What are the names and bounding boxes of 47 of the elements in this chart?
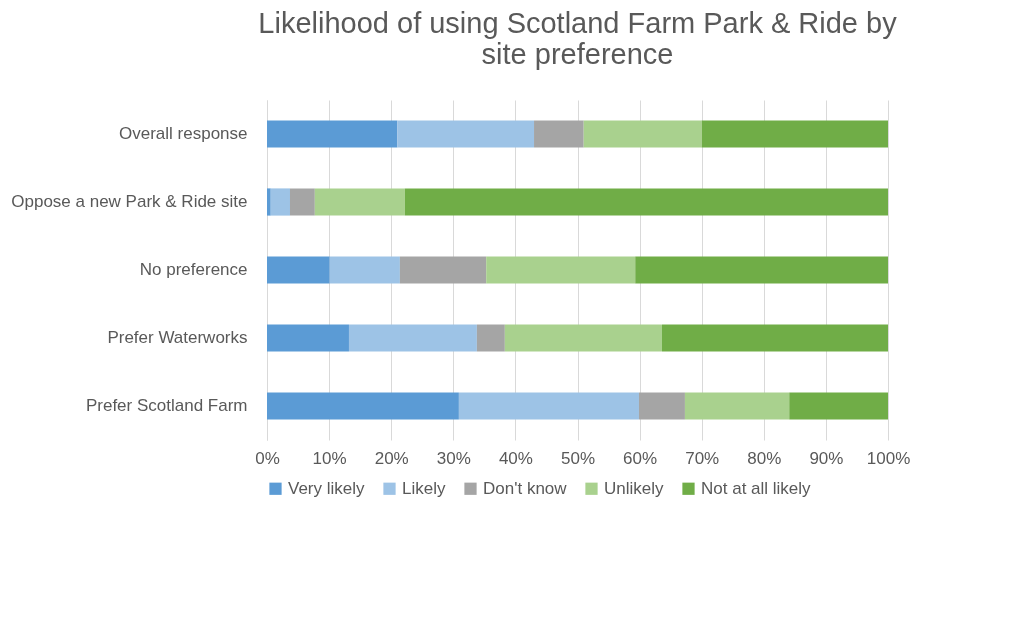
bar (789, 392, 888, 420)
x-tick-label: 80% (747, 448, 782, 468)
x-tick-label: 0% (255, 448, 280, 468)
x-tick-label: 60% (623, 448, 658, 468)
x-tick-label: 50% (560, 448, 596, 468)
bar (270, 188, 290, 216)
x-tick-label: 90% (809, 448, 844, 468)
legend-label: Not at all likely (701, 478, 812, 498)
bar (701, 120, 888, 148)
bar (267, 392, 459, 420)
legend-label: Don't know (483, 478, 568, 498)
bar (486, 256, 636, 284)
bar (661, 324, 888, 352)
bar (399, 256, 487, 284)
bar (476, 324, 505, 352)
bar (267, 120, 398, 148)
x-tick-label: 100% (866, 448, 911, 468)
bar (583, 120, 702, 148)
bar (289, 188, 315, 216)
legend-label: Very likely (288, 478, 366, 498)
bar (504, 324, 662, 352)
bar (635, 256, 888, 284)
bar (638, 392, 685, 420)
legend-label: Unlikely (604, 478, 665, 498)
y-tick-label: Prefer Waterworks (107, 328, 248, 347)
bar (404, 188, 888, 216)
bar (684, 392, 790, 420)
bar (267, 324, 349, 352)
y-tick-label: Oppose a new Park & Ride site (11, 192, 248, 211)
y-tick-label: No preference (139, 260, 248, 279)
bar (458, 392, 639, 420)
bar (267, 256, 330, 284)
y-tick-label: Prefer Scotland Farm (85, 396, 248, 415)
x-tick-label: 70% (685, 448, 720, 468)
bar (314, 188, 405, 216)
bar (534, 120, 584, 148)
bar (348, 324, 477, 352)
bar (397, 120, 535, 148)
chart-title: Likelihood of using Scotland Farm Park & Ride by site preference (258, 7, 898, 70)
bar (267, 188, 271, 216)
bar (329, 256, 400, 284)
legend-label: Likely (402, 478, 446, 498)
x-tick-label: 20% (374, 448, 409, 468)
x-tick-label: 30% (436, 448, 471, 468)
x-tick-label: 10% (312, 448, 347, 468)
y-tick-label: Overall response (118, 124, 248, 143)
x-tick-label: 40% (498, 448, 533, 468)
